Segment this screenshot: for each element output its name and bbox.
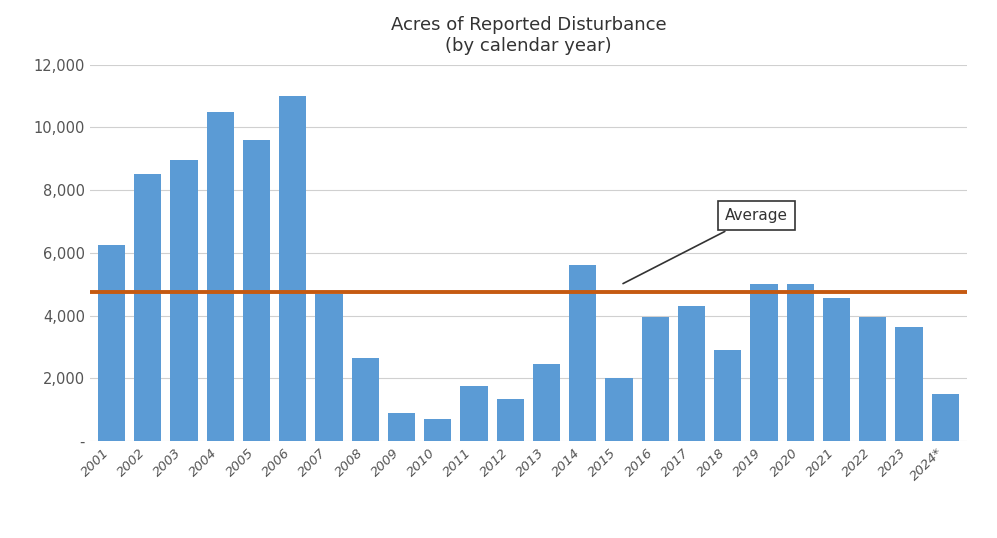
Title: Acres of Reported Disturbance
(by calendar year): Acres of Reported Disturbance (by calend… xyxy=(391,16,666,55)
Bar xyxy=(206,112,234,441)
Text: Average: Average xyxy=(623,208,788,284)
Bar xyxy=(569,265,596,441)
Bar xyxy=(678,306,705,441)
Bar xyxy=(170,160,197,441)
Bar xyxy=(823,299,850,441)
Bar xyxy=(98,245,125,441)
Bar xyxy=(315,294,343,441)
Bar xyxy=(533,364,560,441)
Bar xyxy=(497,399,523,441)
Bar xyxy=(461,386,488,441)
Bar xyxy=(751,284,778,441)
Bar xyxy=(605,378,633,441)
Bar xyxy=(279,96,306,441)
Bar xyxy=(424,419,452,441)
Bar xyxy=(388,413,415,441)
Bar xyxy=(714,350,742,441)
Bar xyxy=(859,317,886,441)
Bar xyxy=(932,394,959,441)
Bar xyxy=(787,284,814,441)
Bar xyxy=(352,358,379,441)
Bar xyxy=(243,140,270,441)
Bar xyxy=(895,327,922,441)
Bar xyxy=(642,317,669,441)
Bar xyxy=(135,174,162,441)
